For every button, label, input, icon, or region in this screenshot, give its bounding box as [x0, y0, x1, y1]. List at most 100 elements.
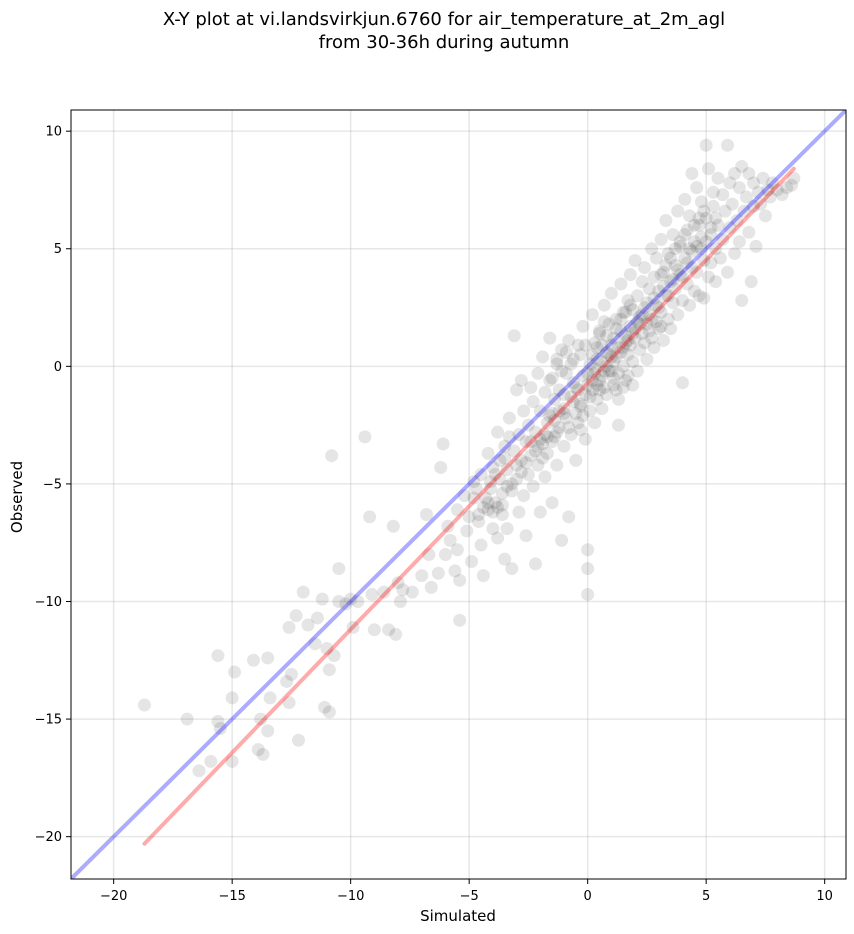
scatter-point [747, 199, 761, 213]
scatter-point [649, 251, 663, 265]
scatter-point [550, 458, 564, 472]
scatter-point [597, 315, 611, 329]
scatter-point [687, 235, 701, 249]
scatter-point [581, 378, 595, 392]
scatter-point [583, 357, 597, 371]
scatter-point [685, 244, 699, 258]
scatter-point [645, 312, 659, 326]
scatter-point [448, 564, 462, 578]
scatter-point [725, 197, 739, 211]
scatter-point [552, 383, 566, 397]
scatter-point [545, 406, 559, 420]
scatter-point [424, 580, 438, 594]
scatter-point [621, 348, 635, 362]
scatter-point [661, 289, 675, 303]
scatter-point [678, 251, 692, 265]
scatter-point [552, 420, 566, 434]
scatter-point [284, 667, 298, 681]
scatter-point [486, 522, 500, 536]
scatter-point [756, 171, 770, 185]
scatter-point [543, 373, 557, 387]
scatter-point [690, 239, 704, 253]
scatter-point [619, 336, 633, 350]
scatter-point [704, 228, 718, 242]
scatter-point [213, 721, 227, 735]
scatter-point [540, 446, 554, 460]
scatter-point [555, 533, 569, 547]
scatter-point [488, 496, 502, 510]
axis-ticks: −20 −15 −10 −5 0 5 10 −20 −15 −10 −5 0 5 10 [35, 125, 833, 904]
scatter-point [476, 500, 490, 514]
scatter-point [533, 404, 547, 418]
scatter-point [574, 423, 588, 437]
fit-line [142, 166, 796, 846]
scatter-point [566, 395, 580, 409]
scatter-point [365, 587, 379, 601]
scatter-point [647, 270, 661, 284]
scatter-point [607, 371, 621, 385]
scatter-point [422, 547, 436, 561]
scatter-point [519, 529, 533, 543]
scatter-point [611, 341, 625, 355]
scatter-point [453, 613, 467, 627]
scatter-point [517, 404, 531, 418]
scatter-point [619, 373, 633, 387]
scatter-point [647, 291, 661, 305]
x-tick-label: −5 [460, 889, 479, 904]
scatter-point [593, 373, 607, 387]
scatter-point [574, 397, 588, 411]
scatter-point [332, 562, 346, 576]
scatter-point [536, 437, 550, 451]
scatter-point [590, 378, 604, 392]
scatter-point [479, 491, 493, 505]
scatter-point [692, 218, 706, 232]
scatter-point [690, 181, 704, 195]
scatter-point [607, 331, 621, 345]
scatter-point [529, 557, 543, 571]
scatter-point [775, 188, 789, 202]
scatter-point [659, 258, 673, 272]
scatter-point [467, 475, 481, 489]
scatter-point [519, 456, 533, 470]
scatter-point [607, 355, 621, 369]
y-tick-label: −5 [43, 477, 62, 492]
scatter-point [510, 383, 524, 397]
scatter-point [569, 406, 583, 420]
scatter-point [500, 479, 514, 493]
scatter-point [642, 308, 656, 322]
scatter-point [396, 583, 410, 597]
y-tick-label: −15 [35, 713, 62, 728]
scatter-point [576, 369, 590, 383]
scatter-point [204, 754, 218, 768]
scatter-point [453, 573, 467, 587]
scatter-point [649, 315, 663, 329]
scatter-point [344, 592, 358, 606]
scatter-point [640, 317, 654, 331]
scatter-point [562, 510, 576, 524]
scatter-point [585, 308, 599, 322]
y-tick-label: −10 [35, 595, 62, 610]
scatter-point [282, 620, 296, 634]
scatter-point [500, 463, 514, 477]
scatter-point [661, 246, 675, 260]
scatter-point [713, 251, 727, 265]
scatter-point [322, 705, 336, 719]
scatter-point [495, 486, 509, 500]
scatter-point [683, 242, 697, 256]
scatter-point [709, 242, 723, 256]
scatter-point [600, 345, 614, 359]
scatter-point [571, 383, 585, 397]
scatter-point [571, 338, 585, 352]
scatter-point [566, 352, 580, 366]
scatter-point [593, 326, 607, 340]
scatter-point [443, 533, 457, 547]
scatter-point [514, 465, 528, 479]
scatter-point [687, 218, 701, 232]
scatter-point [543, 409, 557, 423]
scatter-point [623, 319, 637, 333]
scatter-point [557, 388, 571, 402]
x-tick-label: −15 [218, 889, 245, 904]
scatter-point [483, 482, 497, 496]
scatter-point [578, 432, 592, 446]
scatter-point [474, 468, 488, 482]
